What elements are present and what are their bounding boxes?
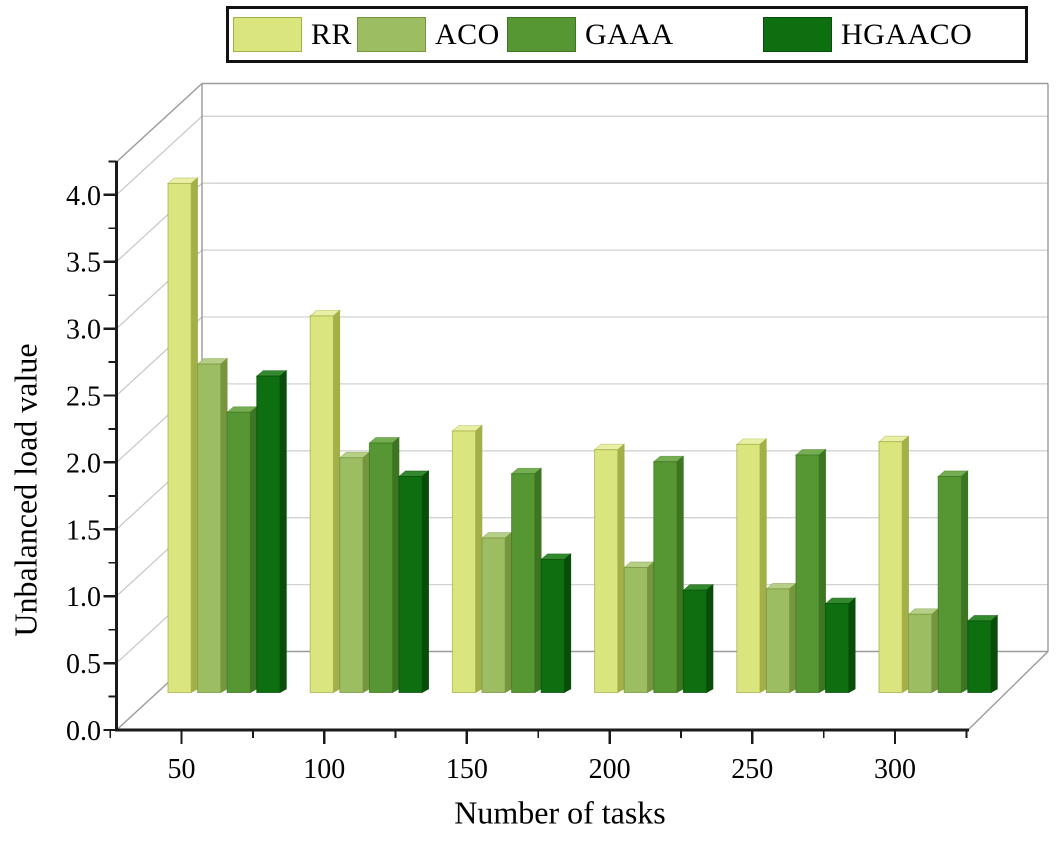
bar-HGAACO-200 [682,589,708,693]
x-tick-label: 50 [168,754,196,785]
bar-side-GAAA-200 [676,455,684,694]
bar-RR-250 [736,443,761,693]
bar-RR-150 [451,430,477,693]
bar-RR-300 [878,441,903,693]
legend-swatch-gaaa [507,17,576,52]
x-tick-label: 200 [589,754,631,785]
legend-swatch-aco [357,17,426,52]
bar-ACO-200 [623,566,648,693]
bar-GAAA-250 [795,454,820,693]
legend-swatch-rr [233,17,302,52]
bar-ACO-250 [765,588,791,694]
x-tick-label: 300 [874,754,916,785]
legend-item-rr: RR [233,9,352,60]
bar-GAAA-200 [653,461,678,693]
bar-side-HGAACO-50 [279,369,287,694]
bar-GAAA-300 [937,475,962,693]
bar-RR-200 [594,449,619,694]
bar-side-HGAACO-150 [564,553,572,694]
bar-side-HGAACO-300 [990,614,998,694]
legend-label-aco: ACO [435,17,500,51]
bar-side-HGAACO-250 [848,597,856,694]
legend-item-aco: ACO [357,9,500,60]
bar-side-RR-150 [475,424,483,694]
bar-ACO-50 [197,363,222,693]
bar-HGAACO-250 [825,603,850,693]
y-tick-label: 0.5 [66,649,101,680]
y-tick-label: 1.5 [66,515,101,546]
bar-ACO-100 [339,457,364,693]
bar-ACO-300 [908,613,933,694]
bar-GAAA-100 [368,442,394,694]
legend-item-hgaaco: HGAACO [763,9,972,60]
frame-floor-right-diagonal [967,651,1049,731]
legend-label-hgaaco: HGAACO [841,17,973,51]
bar-side-RR-300 [901,435,909,694]
bar-HGAACO-300 [967,620,992,694]
bar-side-ACO-150 [504,531,512,694]
bar-RR-50 [167,182,192,694]
bar-side-ACO-100 [362,451,370,694]
y-tick-label: 1.0 [66,582,101,613]
bar-side-GAAA-100 [392,436,400,694]
y-axis-title: Unbalanced load value [7,343,44,637]
x-axis-title: Number of tasks [454,794,666,831]
bar-HGAACO-50 [256,375,281,693]
bar-side-HGAACO-100 [421,470,429,694]
bar-HGAACO-150 [540,558,565,693]
x-tick-label: 100 [303,754,345,785]
bar-side-GAAA-150 [534,467,542,694]
bar-side-ACO-300 [931,608,939,694]
bar-GAAA-50 [226,411,251,693]
bar-ACO-150 [481,537,506,694]
legend-swatch-hgaaco [763,17,832,52]
bar-GAAA-150 [511,473,536,693]
y-tick-label: 2.0 [66,448,101,479]
bar-side-RR-100 [333,309,341,694]
y-tick-label: 0.0 [66,716,101,747]
x-tick-label: 250 [731,754,773,785]
x-tick-label: 150 [446,754,488,785]
bar-HGAACO-100 [398,475,423,693]
bar-side-GAAA-250 [818,448,826,694]
bar-side-ACO-50 [220,357,228,694]
bar-side-RR-50 [190,177,198,694]
bar-side-HGAACO-200 [706,584,714,694]
bar-side-ACO-200 [647,561,655,694]
frame-top-left-diagonal [116,82,203,163]
bar-side-GAAA-300 [961,470,969,694]
bar-side-ACO-250 [789,582,797,694]
y-tick-label: 3.0 [66,315,101,346]
legend-label-gaaa: GAAA [585,17,674,51]
wall-diagonal-gridline [116,115,203,196]
y-tick-label: 4.0 [66,181,101,212]
bar-side-GAAA-50 [250,406,258,694]
bar-RR-100 [309,315,334,693]
legend-label-rr: RR [311,17,353,51]
y-tick-label: 2.5 [66,382,101,413]
y-tick-label: 3.5 [66,248,101,279]
legend: RR ACO GAAA HGAACO [226,6,1028,63]
bar-side-RR-250 [759,438,767,694]
bar-side-RR-200 [617,443,625,694]
legend-item-gaaa: GAAA [507,9,674,60]
